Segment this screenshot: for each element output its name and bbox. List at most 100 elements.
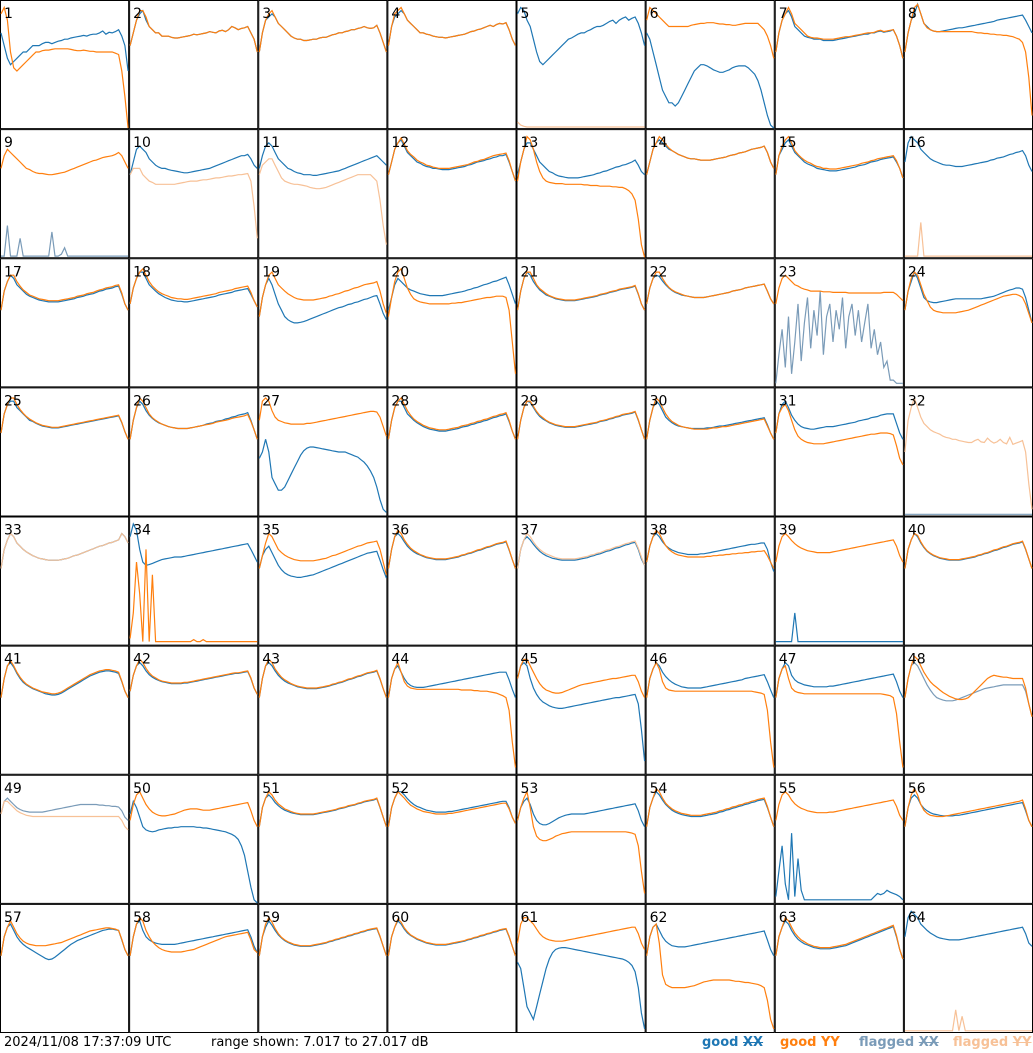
panel-3: 3 — [258, 0, 388, 130]
panel-57-frame — [0, 903, 130, 1033]
panel-15-yy-line — [775, 135, 904, 179]
panel-14-label: 14 — [650, 135, 668, 151]
panel-47: 47 — [774, 645, 904, 775]
panel-39: 39 — [774, 516, 904, 646]
panel-45: 45 — [516, 645, 646, 775]
panel-45-label: 45 — [521, 652, 539, 668]
panel-22-label: 22 — [650, 264, 668, 280]
panel-40: 40 — [903, 516, 1033, 646]
panel-15-xx-line — [775, 138, 904, 179]
panel-38-label: 38 — [650, 523, 668, 539]
panel-21-yy-line — [516, 271, 646, 311]
panel-61-label: 61 — [521, 910, 539, 926]
panel-28-xx-line — [387, 400, 517, 440]
panel-14-frame — [645, 129, 775, 259]
panel-34-xx-line — [129, 522, 258, 566]
panel-22-frame — [645, 258, 775, 388]
panel-64-frame — [903, 903, 1033, 1033]
panel-34-frame — [129, 516, 259, 646]
panel-17-frame — [0, 258, 130, 388]
legend-good-xx: good XX — [702, 1033, 763, 1053]
panel-50-frame — [129, 774, 259, 904]
panel-3-frame — [258, 0, 388, 130]
panel-54: 54 — [645, 774, 775, 904]
panel-17-xx-line — [0, 274, 129, 311]
legend-flagged-xx: flagged XX — [859, 1033, 939, 1053]
panel-49: 49 — [0, 774, 130, 904]
legend-good-xx-prefix: good — [702, 1035, 739, 1050]
panel-1: 1 — [0, 0, 130, 130]
panel-19-xx-line — [258, 277, 387, 324]
panel-53-yy-line — [516, 789, 646, 894]
panel-60: 60 — [387, 903, 517, 1033]
panel-46-yy-line — [646, 661, 775, 768]
panel-34-label: 34 — [133, 523, 151, 539]
panel-50-xx-line — [129, 799, 258, 904]
panel-36-label: 36 — [391, 523, 409, 539]
panel-59-label: 59 — [262, 910, 280, 926]
panel-29-label: 29 — [521, 393, 539, 409]
panel-32-label: 32 — [908, 393, 926, 409]
panel-15: 15 — [774, 129, 904, 259]
panel-51-label: 51 — [262, 781, 280, 797]
panel-64-xx-line — [904, 910, 1033, 947]
panel-4: 4 — [387, 0, 517, 130]
panel-57-yy-line — [0, 919, 129, 957]
panel-28-frame — [387, 387, 517, 517]
panel-49-frame — [0, 774, 130, 904]
panel-46: 46 — [645, 645, 775, 775]
panel-7-label: 7 — [779, 6, 788, 22]
panel-41-frame — [0, 645, 130, 775]
panel-46-frame — [645, 645, 775, 775]
panel-37: 37 — [516, 516, 646, 646]
panel-52-label: 52 — [391, 781, 409, 797]
panel-23-xx-line — [775, 291, 903, 384]
panel-18-yy-line — [129, 267, 258, 308]
panel-43-label: 43 — [262, 652, 280, 668]
panel-7-xx-line — [775, 9, 904, 59]
panel-57-label: 57 — [4, 910, 22, 926]
panel-17-label: 17 — [4, 264, 22, 280]
panel-26-frame — [129, 387, 259, 517]
panel-62: 62 — [645, 903, 775, 1033]
panel-23: 23 — [774, 258, 904, 388]
panel-10: 10 — [129, 129, 259, 259]
panel-11-yy-line — [258, 158, 387, 245]
legend-good-yy-pol: YY — [821, 1035, 840, 1050]
panel-1-xx-line — [0, 28, 129, 72]
panel-25-frame — [0, 387, 130, 517]
panel-35: 35 — [258, 516, 388, 646]
panel-58: 58 — [129, 903, 259, 1033]
panel-51-yy-line — [258, 790, 387, 827]
panel-63-frame — [774, 903, 904, 1033]
panel-64-yy-line — [904, 1009, 1032, 1032]
panel-59-yy-line — [258, 916, 387, 956]
panel-4-label: 4 — [391, 6, 400, 22]
panel-49-xx-line — [0, 797, 129, 821]
panel-53-label: 53 — [521, 781, 539, 797]
panel-37-frame — [516, 516, 646, 646]
panel-51-frame — [258, 774, 388, 904]
panel-41: 41 — [0, 645, 130, 775]
panel-20-label: 20 — [391, 264, 409, 280]
panel-25-yy-line — [0, 397, 129, 440]
panel-41-label: 41 — [4, 652, 22, 668]
panel-61-yy-line — [516, 917, 646, 950]
panel-26-label: 26 — [133, 393, 151, 409]
panel-44-frame — [387, 645, 517, 775]
panel-32-yy-line — [904, 396, 1033, 510]
panel-39-xx-line — [775, 612, 903, 643]
panel-55-xx-line — [775, 833, 904, 901]
panel-48-label: 48 — [908, 652, 926, 668]
panel-54-frame — [645, 774, 775, 904]
panel-33-yy-line — [0, 532, 129, 569]
panel-51: 51 — [258, 774, 388, 904]
panel-11-frame — [258, 129, 388, 259]
panel-60-label: 60 — [391, 910, 409, 926]
panel-56-frame — [903, 774, 1033, 904]
panel-38-yy-line — [646, 529, 775, 569]
panel-28-label: 28 — [391, 393, 409, 409]
panel-49-label: 49 — [4, 781, 22, 797]
panel-59-frame — [258, 903, 388, 1033]
panel-52-xx-line — [387, 791, 517, 827]
